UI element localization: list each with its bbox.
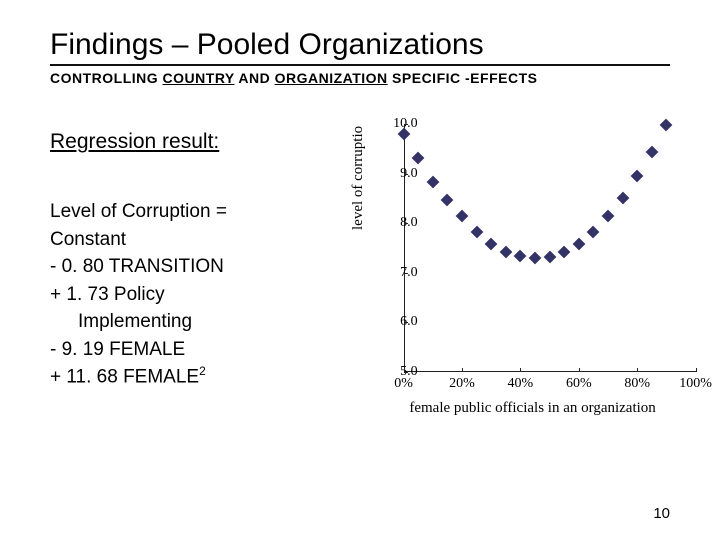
ytick-label: 7.0 xyxy=(380,265,418,281)
data-point xyxy=(631,170,644,183)
xtick-label: 60% xyxy=(559,376,599,392)
ytick xyxy=(404,174,408,175)
data-point xyxy=(660,119,673,132)
subtitle-post: SPECIFIC -EFFECTS xyxy=(388,70,538,86)
xtick-label: 40% xyxy=(500,376,540,392)
data-point xyxy=(543,251,556,264)
data-point xyxy=(529,252,542,265)
y-axis-line xyxy=(404,124,405,372)
ytick xyxy=(404,372,408,373)
xtick xyxy=(696,368,697,372)
xtick-label: 100% xyxy=(676,376,716,392)
eq-line5-sup: 2 xyxy=(199,364,206,378)
ytick xyxy=(404,322,408,323)
data-point xyxy=(441,194,454,207)
ytick-label: 9.0 xyxy=(380,166,418,182)
slide: Findings – Pooled Organizations CONTROLL… xyxy=(0,0,720,540)
regression-equation: Level of Corruption = Constant - 0. 80 T… xyxy=(50,198,348,391)
slide-title: Findings – Pooled Organizations xyxy=(50,28,670,66)
subtitle-ul1: COUNTRY xyxy=(163,70,235,86)
xtick-label: 0% xyxy=(384,376,424,392)
x-axis-line xyxy=(404,371,696,372)
eq-lhs: Level of Corruption = xyxy=(50,198,348,226)
corruption-chart: level of corruptio female public officia… xyxy=(348,120,718,450)
data-point xyxy=(558,246,571,259)
xtick xyxy=(579,368,580,372)
data-point xyxy=(456,210,469,223)
data-point xyxy=(499,246,512,259)
ytick xyxy=(404,223,408,224)
eq-line3b: Implementing xyxy=(50,308,192,336)
page-number: 10 xyxy=(653,505,670,522)
data-point xyxy=(470,226,483,239)
xtick xyxy=(520,368,521,372)
xtick-label: 80% xyxy=(617,376,657,392)
ytick xyxy=(404,124,408,125)
data-point xyxy=(616,192,629,205)
content-row: Regression result: Level of Corruption =… xyxy=(50,130,670,391)
data-point xyxy=(426,175,439,188)
regression-heading: Regression result: xyxy=(50,130,348,154)
subtitle-pre: CONTROLLING xyxy=(50,70,163,86)
xtick xyxy=(637,368,638,372)
slide-subtitle: CONTROLLING COUNTRY AND ORGANIZATION SPE… xyxy=(50,70,670,86)
data-point xyxy=(485,238,498,251)
eq-line5-base: + 11. 68 FEMALE xyxy=(50,367,199,388)
ytick-label: 6.0 xyxy=(380,314,418,330)
ytick-label: 10.0 xyxy=(380,116,418,132)
subtitle-ul2: ORGANIZATION xyxy=(275,70,388,86)
eq-line2: - 0. 80 TRANSITION xyxy=(50,253,348,281)
data-point xyxy=(572,237,585,250)
eq-line1: Constant xyxy=(50,226,348,254)
data-point xyxy=(587,225,600,238)
xtick xyxy=(462,368,463,372)
data-point xyxy=(645,145,658,158)
xtick-label: 20% xyxy=(442,376,482,392)
eq-line4: - 9. 19 FEMALE xyxy=(50,336,348,364)
subtitle-mid: AND xyxy=(235,70,275,86)
chart-xlabel: female public officials in an organizati… xyxy=(348,400,718,417)
data-point xyxy=(514,250,527,263)
ytick xyxy=(404,273,408,274)
ytick-label: 8.0 xyxy=(380,215,418,231)
eq-line5: + 11. 68 FEMALE2 xyxy=(50,363,348,391)
data-point xyxy=(602,210,615,223)
left-column: Regression result: Level of Corruption =… xyxy=(50,130,348,391)
eq-line3: + 1. 73 Policy xyxy=(50,281,348,309)
xtick xyxy=(404,368,405,372)
chart-ylabel: level of corruptio xyxy=(350,126,367,230)
right-column: level of corruptio female public officia… xyxy=(348,130,670,391)
chart-plot-area xyxy=(404,124,696,372)
data-point xyxy=(412,152,425,165)
